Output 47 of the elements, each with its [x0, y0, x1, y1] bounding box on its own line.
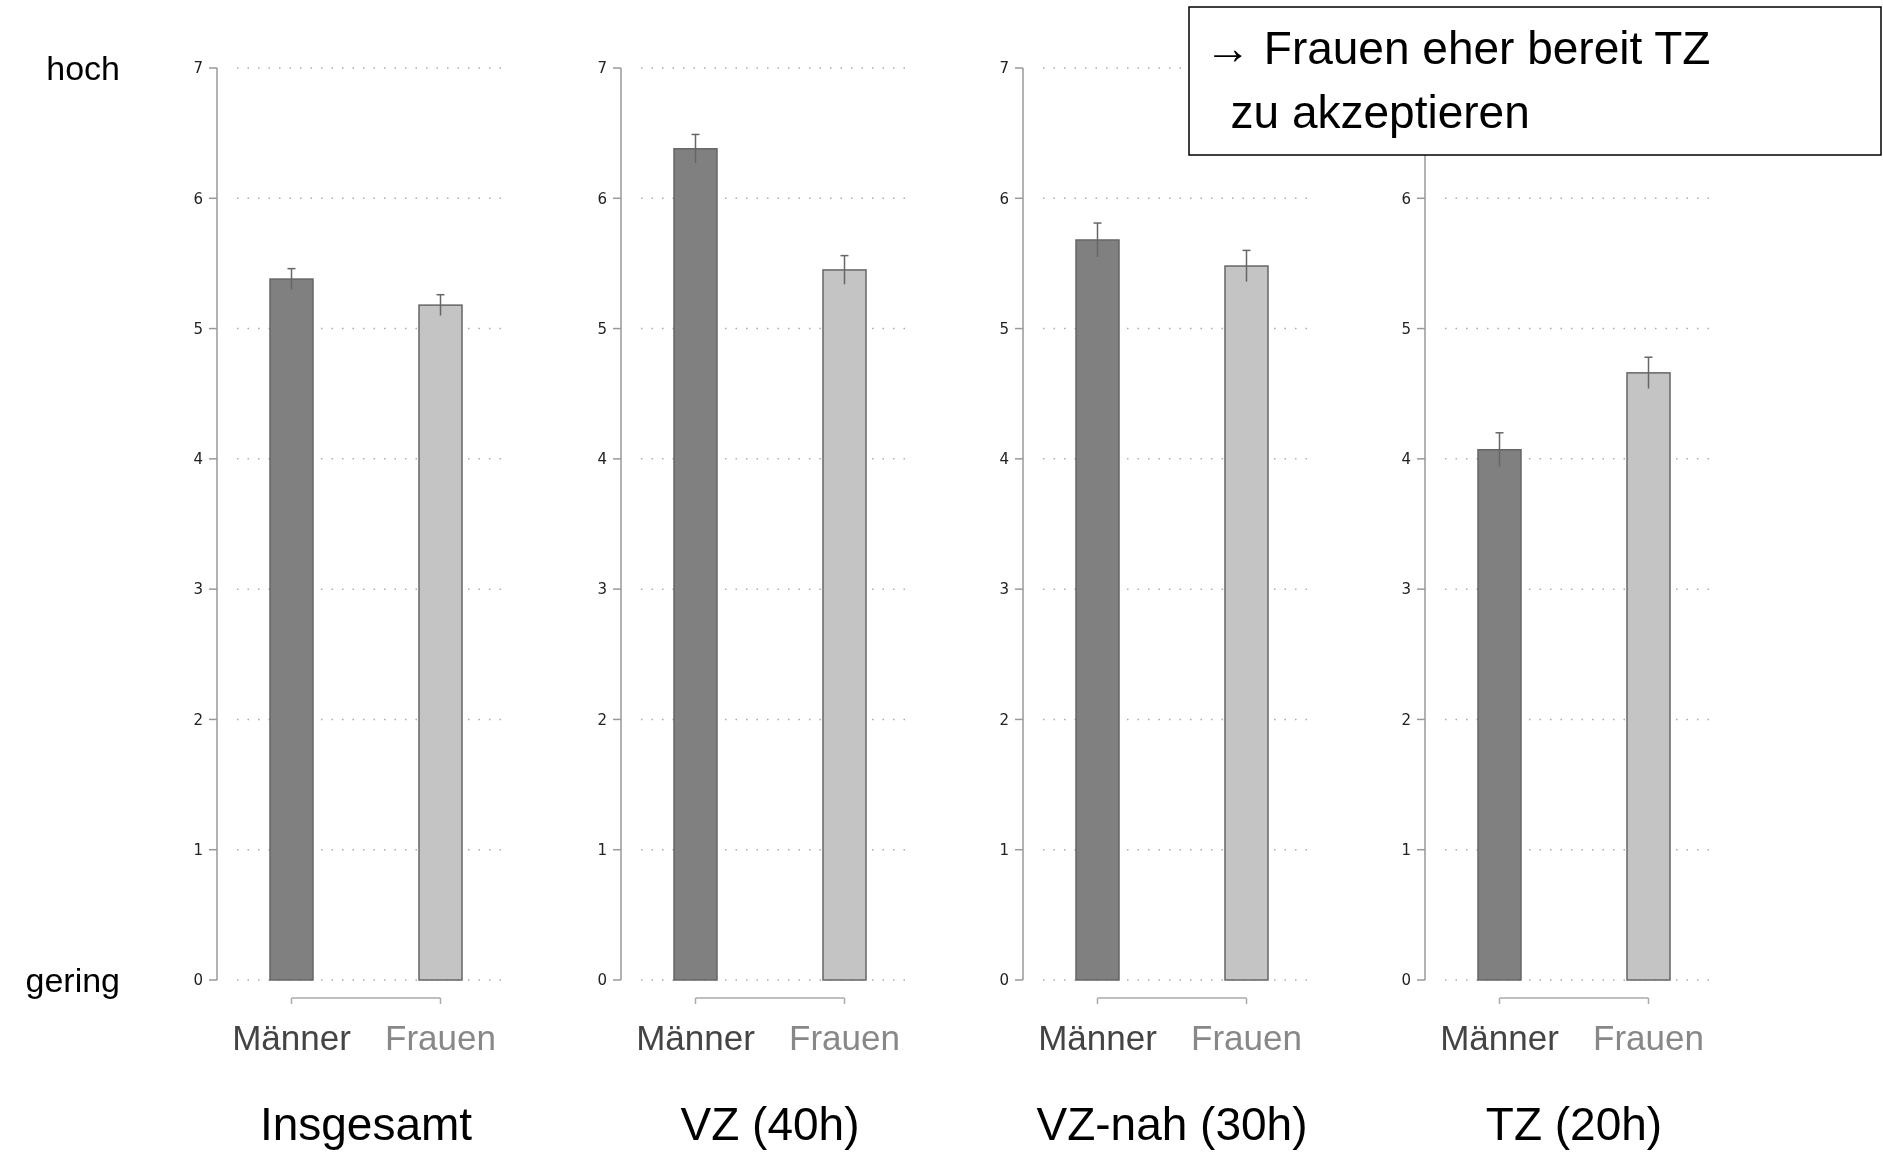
y-tick-label: 2: [193, 710, 203, 729]
y-tick-label: 5: [193, 319, 203, 338]
x-axis-title: VZ (40h): [680, 1098, 860, 1150]
y-tick-label: 5: [999, 319, 1009, 338]
y-tick-label: 7: [597, 59, 607, 78]
x-tick-label: Frauen: [789, 1018, 900, 1057]
y-tick-label: 0: [1401, 971, 1411, 990]
y-tick-label: 2: [597, 710, 607, 729]
y-tick-label: 7: [999, 59, 1009, 78]
y-tick-label: 6: [999, 189, 1009, 208]
y-tick-label: 3: [999, 580, 1009, 599]
x-tick-label: Männer: [232, 1018, 352, 1057]
x-tick-label: Frauen: [1191, 1018, 1302, 1057]
y-tick-label: 0: [193, 971, 203, 990]
text: hoch: [46, 48, 120, 87]
x-axis-title: VZ-nah (30h): [1036, 1098, 1308, 1150]
annotation: → Frauen eher bereit TZ zu akzeptieren: [1205, 22, 1711, 138]
y-tick-label: 1: [193, 840, 203, 859]
y-tick-label: 4: [597, 450, 607, 469]
y-tick-label: 3: [193, 580, 203, 599]
y-tick-label: 4: [999, 450, 1009, 469]
note-box: → Frauen eher bereit TZ zu akzeptieren: [1188, 6, 1882, 156]
x-tick-label: Männer: [636, 1018, 756, 1057]
y-tick-label: 5: [597, 319, 607, 338]
x-tick-label: Männer: [1440, 1018, 1560, 1057]
x-tick-label: Männer: [1038, 1018, 1158, 1057]
x-axis-title: TZ (20h): [1485, 1098, 1663, 1150]
y-tick-label: 3: [1401, 580, 1411, 599]
x-tick-label: Frauen: [1593, 1018, 1704, 1057]
text: gering: [25, 960, 120, 999]
y-tick-label: 6: [597, 189, 607, 208]
y-tick-label: 1: [999, 840, 1009, 859]
y-tick-label: 3: [597, 580, 607, 599]
x-tick-label: Frauen: [385, 1018, 496, 1057]
x-axis-title: Insgesamt: [259, 1098, 473, 1150]
y-tick-label: 1: [597, 840, 607, 859]
y-tick-label: 5: [1401, 319, 1411, 338]
y-tick-label: 7: [193, 59, 203, 78]
y-tick-label: 1: [1401, 840, 1411, 859]
y-tick-label: 0: [597, 971, 607, 990]
y-tick-label: 0: [999, 971, 1009, 990]
y-tick-label: 6: [1401, 189, 1411, 208]
y-tick-label: 2: [999, 710, 1009, 729]
y-tick-label: 4: [193, 450, 203, 469]
y-tick-label: 6: [193, 189, 203, 208]
y-tick-label: 4: [1401, 450, 1411, 469]
y-tick-label: 2: [1401, 710, 1411, 729]
